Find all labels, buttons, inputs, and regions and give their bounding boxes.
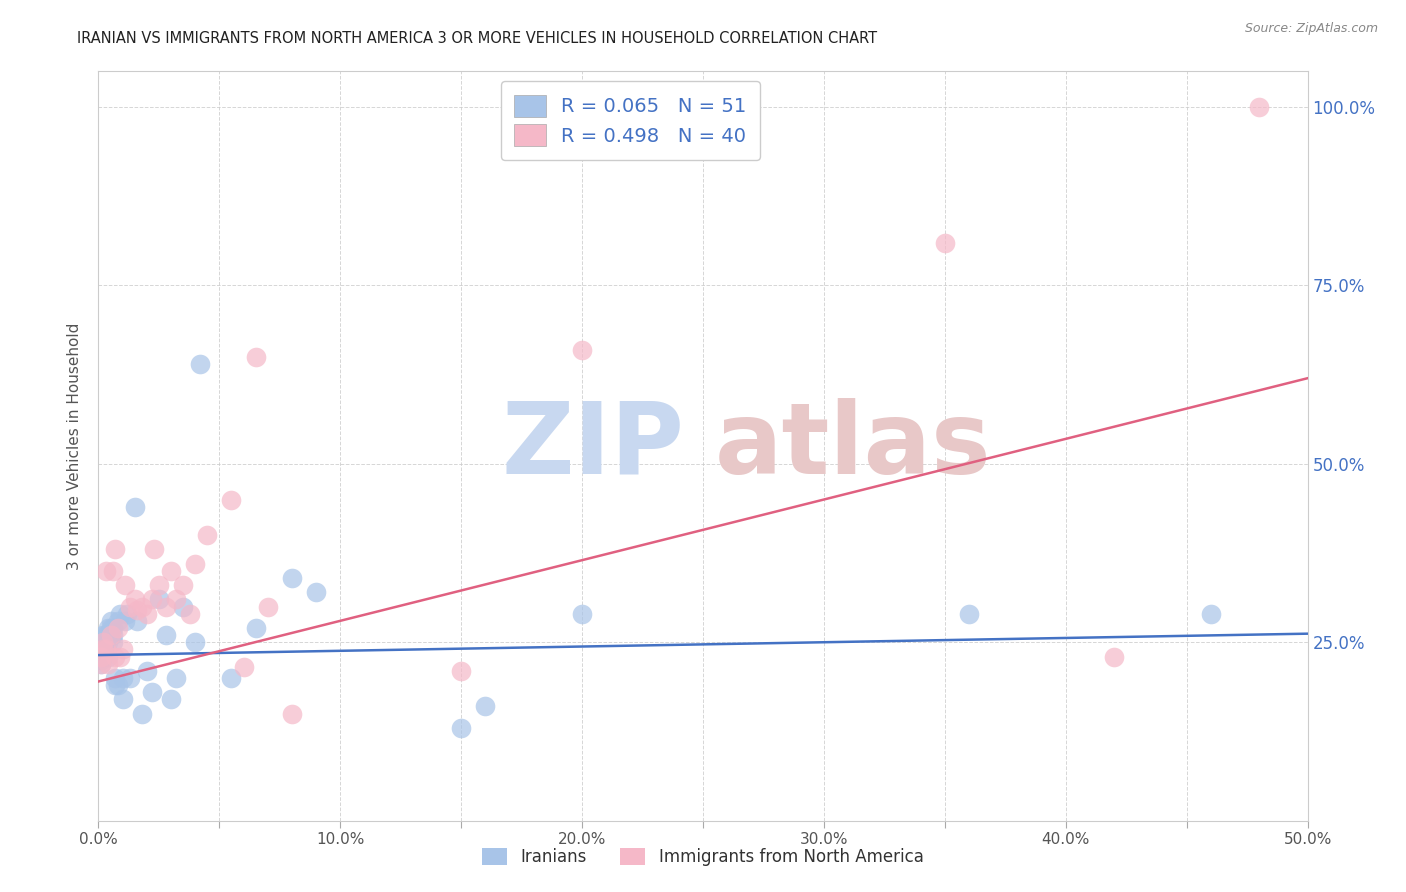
Point [100, 621, 122, 635]
Point [131, 706, 153, 721]
Point [90, 657, 112, 671]
Point [100, 614, 122, 628]
Point [934, 235, 956, 250]
Point [94, 642, 117, 657]
Point [160, 564, 183, 578]
Point [94, 564, 117, 578]
Point [135, 664, 157, 678]
Point [143, 542, 166, 557]
Point [305, 585, 328, 599]
Point [131, 599, 153, 614]
Point [107, 678, 129, 692]
Point [114, 578, 136, 592]
Point [97, 621, 120, 635]
Point [101, 635, 124, 649]
Point [165, 671, 187, 685]
Point [127, 614, 149, 628]
Point [155, 628, 177, 642]
Point [188, 357, 211, 371]
Point [232, 660, 254, 674]
Point [104, 649, 127, 664]
Point [101, 621, 124, 635]
Point [97, 649, 120, 664]
Point [474, 699, 496, 714]
Point [104, 542, 127, 557]
Point [172, 578, 194, 592]
Point [124, 500, 146, 514]
Point [450, 721, 472, 735]
Text: ZIP: ZIP [502, 398, 685, 494]
Text: Source: ZipAtlas.com: Source: ZipAtlas.com [1244, 22, 1378, 36]
Point [245, 621, 267, 635]
Point [165, 592, 187, 607]
Point [281, 571, 304, 585]
Point [91, 649, 114, 664]
Point [179, 607, 201, 621]
Point [94, 635, 117, 649]
Point [141, 685, 163, 699]
Point [104, 678, 127, 692]
Point [100, 628, 122, 642]
Point [221, 671, 243, 685]
Point [1102, 649, 1125, 664]
Point [957, 607, 980, 621]
Point [91, 635, 114, 649]
Point [101, 628, 124, 642]
Point [107, 621, 129, 635]
Point [97, 657, 120, 671]
Point [100, 628, 122, 642]
Text: IRANIAN VS IMMIGRANTS FROM NORTH AMERICA 3 OR MORE VEHICLES IN HOUSEHOLD CORRELA: IRANIAN VS IMMIGRANTS FROM NORTH AMERICA… [77, 31, 877, 46]
Point [118, 599, 141, 614]
Legend: R = 0.065   N = 51, R = 0.498   N = 40: R = 0.065 N = 51, R = 0.498 N = 40 [501, 81, 761, 160]
Point [101, 564, 124, 578]
Point [1199, 607, 1222, 621]
Point [256, 599, 278, 614]
Point [172, 599, 194, 614]
Point [94, 628, 117, 642]
Point [184, 635, 207, 649]
Point [148, 592, 170, 607]
Point [90, 657, 112, 671]
Point [108, 649, 131, 664]
Point [111, 642, 134, 657]
Point [91, 642, 114, 657]
Point [118, 671, 141, 685]
Point [195, 528, 218, 542]
Point [141, 592, 163, 607]
Point [127, 603, 149, 617]
Point [90, 649, 112, 664]
Point [160, 692, 183, 706]
Point [245, 350, 267, 364]
Point [108, 607, 131, 621]
Point [221, 492, 243, 507]
Point [148, 578, 170, 592]
Point [104, 671, 127, 685]
Point [571, 343, 593, 357]
Point [1249, 100, 1271, 114]
Point [184, 557, 207, 571]
Point [571, 607, 593, 621]
Point [117, 607, 139, 621]
Point [94, 642, 117, 657]
Point [97, 635, 120, 649]
Point [281, 706, 304, 721]
Point [94, 635, 117, 649]
Y-axis label: 3 or more Vehicles in Household: 3 or more Vehicles in Household [67, 322, 83, 570]
Point [91, 642, 114, 657]
Point [111, 671, 134, 685]
Point [90, 642, 112, 657]
Point [91, 628, 114, 642]
Text: atlas: atlas [716, 398, 991, 494]
Point [135, 607, 157, 621]
Point [111, 692, 134, 706]
Legend: Iranians, Immigrants from North America: Iranians, Immigrants from North America [470, 834, 936, 880]
Point [155, 599, 177, 614]
Point [91, 635, 114, 649]
Point [107, 614, 129, 628]
Point [124, 592, 146, 607]
Point [90, 653, 112, 667]
Point [114, 614, 136, 628]
Point [450, 664, 472, 678]
